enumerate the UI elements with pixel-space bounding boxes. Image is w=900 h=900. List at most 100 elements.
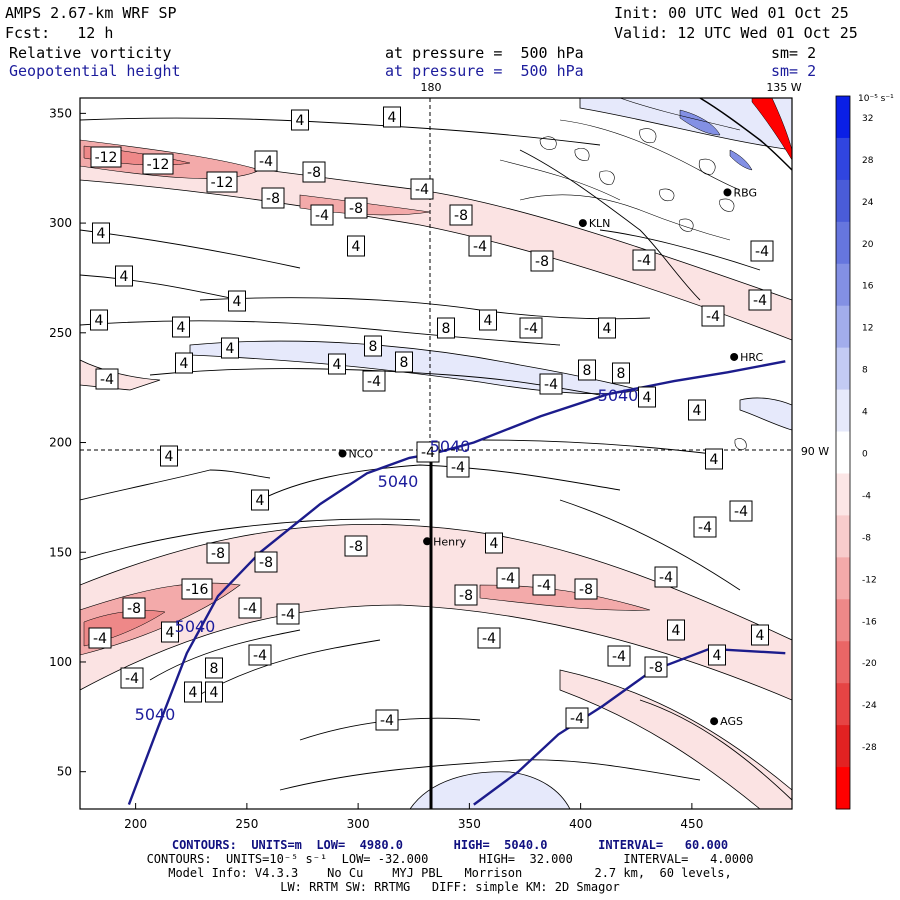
vorticity-label: 8: [364, 335, 382, 357]
footer-vorticity-contours: CONTOURS: UNITS=10⁻⁵ s⁻¹ LOW= -32.000 HI…: [146, 852, 754, 866]
vorticity-label: -4: [748, 289, 772, 311]
y-tick-label: 350: [49, 106, 72, 120]
vorticity-label-box: [142, 153, 174, 175]
vorticity-label-text: 4: [296, 113, 305, 129]
vorticity-label-box: [364, 335, 382, 357]
vorticity-label: -12: [90, 146, 122, 168]
colorbar-label: -8: [862, 533, 871, 543]
field1-level: at pressure = 500 hPa: [385, 44, 584, 62]
vorticity-label-box: [410, 178, 434, 200]
vorticity-label: 4: [175, 352, 193, 374]
vorticity-label-box: [248, 644, 272, 666]
vorticity-label: 4: [598, 317, 616, 339]
vorticity-label-text: 4: [693, 403, 702, 419]
vorticity-label: -4: [654, 566, 678, 588]
vorticity-label: -4: [701, 305, 725, 327]
colorbar-label: -16: [862, 617, 877, 627]
vorticity-label: -4: [565, 707, 589, 729]
vorticity-label: -8: [254, 551, 278, 573]
vorticity-label: -4: [539, 373, 563, 395]
colorbar-swatch: [836, 389, 850, 433]
vorticity-label: -4: [88, 627, 112, 649]
colorbar-swatch: [836, 767, 850, 810]
vorticity-label-box: [632, 249, 656, 271]
vorticity-label-text: -8: [259, 555, 273, 571]
height-contour-label: 5040: [430, 437, 471, 456]
vorticity-fill-extreme: [751, 98, 792, 161]
vorticity-label-box: [750, 240, 774, 262]
vorticity-label-box: [238, 597, 262, 619]
vorticity-label: -4: [729, 500, 753, 522]
colorbar-label: -20: [862, 659, 877, 669]
colorbar: 32 28 24 20 16 12 8 4 0 -4 -8 -12 -16 -20 -24 -28: [835, 95, 877, 810]
vorticity-label-text: 8: [617, 366, 626, 382]
vorticity-label: -4: [693, 516, 717, 538]
colorbar-swatch: [836, 221, 850, 265]
vorticity-label-box: [344, 535, 368, 557]
coastline: [699, 98, 792, 171]
vorticity-label-text: -4: [570, 711, 584, 727]
vorticity-label-text: -8: [211, 546, 225, 562]
field2-smoothing: sm= 2: [771, 62, 817, 80]
vorticity-label: 4: [383, 106, 401, 128]
vorticity-label: -4: [254, 150, 278, 172]
vorticity-label-box: [160, 445, 178, 467]
station-rbg: RBG: [723, 186, 757, 199]
vorticity-label-box: [748, 289, 772, 311]
vorticity-label-box: [530, 250, 554, 272]
vorticity-label-text: -12: [95, 150, 118, 166]
vorticity-label-box: [276, 603, 300, 625]
vorticity-label-text: 4: [256, 493, 265, 509]
vorticity-label-box: [565, 707, 589, 729]
vorticity-label-text: -4: [259, 154, 273, 170]
vorticity-label-text: -4: [501, 571, 515, 587]
vorticity-label-box: [454, 584, 478, 606]
vorticity-label: -8: [530, 250, 554, 272]
vorticity-label: 4: [291, 109, 309, 131]
x-tick-label: 400: [569, 817, 592, 831]
vorticity-label-text: -16: [186, 582, 209, 598]
model-title: AMPS 2.67-km WRF SP: [5, 4, 177, 22]
vorticity-label: -8: [302, 161, 326, 183]
vorticity-label-box: [328, 353, 346, 375]
vorticity-label: -4: [120, 667, 144, 689]
colorbar-swatch: [836, 347, 850, 391]
vorticity-label-box: [437, 317, 455, 339]
station-dot: [730, 352, 739, 361]
colorbar-label: 8: [862, 366, 868, 376]
vorticity-label: -4: [446, 456, 470, 478]
init-time: Init: 00 UTC Wed 01 Oct 25: [614, 4, 849, 22]
vorticity-label-box: [95, 368, 119, 390]
vorticity-label-text: -4: [755, 244, 769, 260]
vorticity-label: -4: [276, 603, 300, 625]
vorticity-label-text: -8: [349, 201, 363, 217]
vorticity-label-text: 4: [166, 625, 175, 641]
vorticity-label: -12: [142, 153, 174, 175]
vorticity-label-text: -4: [537, 578, 551, 594]
vorticity-label-text: 4: [210, 685, 219, 701]
y-tick-label: 100: [49, 655, 72, 669]
colorbar-swatch: [836, 473, 850, 516]
vorticity-label: 4: [161, 621, 179, 643]
vorticity-label-box: [729, 500, 753, 522]
vorticity-label-box: [477, 627, 501, 649]
y-tick-label: 300: [49, 216, 72, 230]
vorticity-label-text: 4: [672, 623, 681, 639]
y-tick-label: 150: [49, 545, 72, 559]
x-tick-label: 350: [458, 817, 481, 831]
vorticity-label: 4: [485, 532, 503, 554]
vorticity-label-text: 4: [484, 313, 493, 329]
vorticity-label-text: 4: [388, 110, 397, 126]
vorticity-label-text: -4: [315, 208, 329, 224]
vorticity-label-box: [607, 645, 631, 667]
vorticity-label-text: -4: [473, 239, 487, 255]
vorticity-label-box: [184, 681, 202, 703]
height-contour-label: 5040: [598, 386, 639, 405]
orography-noise: [499, 98, 747, 450]
vorticity-label-text: -8: [454, 208, 468, 224]
vorticity-label: 4: [115, 265, 133, 287]
vorticity-label-text: 8: [400, 355, 409, 371]
vorticity-label-text: 4: [120, 269, 129, 285]
vorticity-fill-positive: [189, 98, 792, 809]
vorticity-label: -8: [122, 597, 146, 619]
